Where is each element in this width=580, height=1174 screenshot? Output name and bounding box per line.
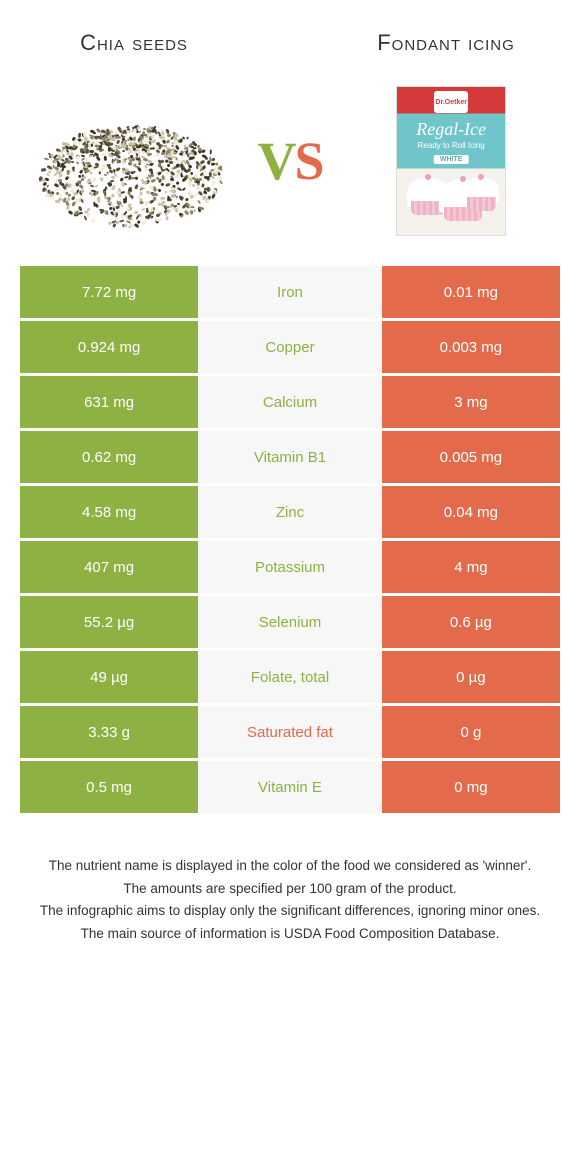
footnote-line: The nutrient name is displayed in the co… [25, 856, 555, 876]
vs-label: VS [228, 130, 353, 192]
table-row: 49 µg Folate, total 0 µg [20, 651, 560, 703]
value-left: 7.72 mg [20, 266, 198, 318]
table-row: 4.58 mg Zinc 0.04 mg [20, 486, 560, 538]
footnotes: The nutrient name is displayed in the co… [0, 846, 580, 956]
value-left: 407 mg [20, 541, 198, 593]
table-row: 3.33 g Saturated fat 0 g [20, 706, 560, 758]
chia-seeds-image [34, 101, 224, 221]
value-right: 4 mg [382, 541, 560, 593]
nutrient-name: Potassium [198, 541, 382, 593]
value-right: 0.6 µg [382, 596, 560, 648]
vs-s: S [294, 131, 322, 191]
nutrient-name: Selenium [198, 596, 382, 648]
nutrient-name: Zinc [198, 486, 382, 538]
nutrient-name: Saturated fat [198, 706, 382, 758]
value-right: 0.005 mg [382, 431, 560, 483]
nutrient-name: Copper [198, 321, 382, 373]
nutrient-name: Vitamin B1 [198, 431, 382, 483]
value-left: 631 mg [20, 376, 198, 428]
value-left: 3.33 g [20, 706, 198, 758]
product-title: Regal-Ice [397, 119, 505, 140]
brand-logo: Dr.Oetker [434, 91, 468, 113]
vs-v: V [257, 131, 294, 191]
right-title: Fondant icing [342, 30, 550, 56]
value-right: 0 g [382, 706, 560, 758]
nutrient-name: Calcium [198, 376, 382, 428]
value-left: 4.58 mg [20, 486, 198, 538]
left-title: Chia seeds [30, 30, 238, 56]
value-left: 0.924 mg [20, 321, 198, 373]
value-right: 0 µg [382, 651, 560, 703]
table-row: 0.924 mg Copper 0.003 mg [20, 321, 560, 373]
value-left: 0.62 mg [20, 431, 198, 483]
table-row: 7.72 mg Iron 0.01 mg [20, 266, 560, 318]
footnote-line: The amounts are specified per 100 gram o… [25, 879, 555, 899]
product-subtitle: Ready to Roll Icing [397, 141, 505, 150]
value-left: 55.2 µg [20, 596, 198, 648]
value-left: 0.5 mg [20, 761, 198, 813]
fondant-icing-image: Dr.Oetker Regal-Ice Ready to Roll Icing … [396, 86, 506, 236]
footnote-line: The infographic aims to display only the… [25, 901, 555, 921]
value-right: 3 mg [382, 376, 560, 428]
footnote-line: The main source of information is USDA F… [25, 924, 555, 944]
product-tag: WHITE [434, 155, 469, 164]
nutrient-name: Folate, total [198, 651, 382, 703]
value-right: 0 mg [382, 761, 560, 813]
header: Chia seeds Fondant icing [0, 0, 580, 76]
nutrient-name: Vitamin E [198, 761, 382, 813]
value-right: 0.01 mg [382, 266, 560, 318]
value-right: 0.04 mg [382, 486, 560, 538]
right-image: Dr.Oetker Regal-Ice Ready to Roll Icing … [352, 86, 550, 236]
value-left: 49 µg [20, 651, 198, 703]
images-row: VS Dr.Oetker Regal-Ice Ready to Roll Ici… [0, 76, 580, 266]
value-right: 0.003 mg [382, 321, 560, 373]
comparison-table: 7.72 mg Iron 0.01 mg 0.924 mg Copper 0.0… [0, 266, 580, 846]
table-row: 407 mg Potassium 4 mg [20, 541, 560, 593]
table-row: 631 mg Calcium 3 mg [20, 376, 560, 428]
nutrient-name: Iron [198, 266, 382, 318]
left-image [30, 86, 228, 236]
table-row: 0.5 mg Vitamin E 0 mg [20, 761, 560, 813]
table-row: 0.62 mg Vitamin B1 0.005 mg [20, 431, 560, 483]
table-row: 55.2 µg Selenium 0.6 µg [20, 596, 560, 648]
